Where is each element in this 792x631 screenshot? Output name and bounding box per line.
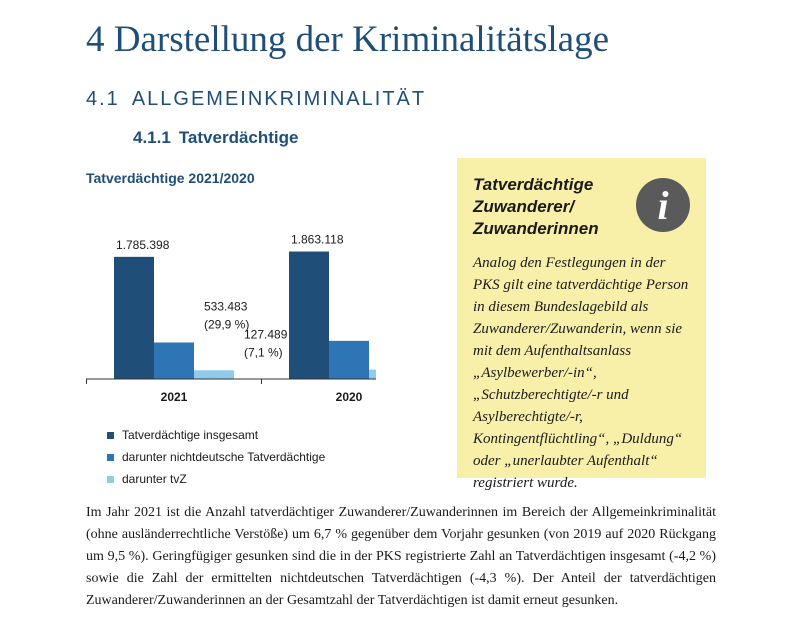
info-box-body: Analog den Festlegungen in der PKS gilt … — [473, 255, 689, 491]
legend-item-1: Tatverdächtige insgesamt — [107, 424, 325, 446]
subsection-number: 4.1.1 — [133, 128, 171, 147]
bar-2020-series-3 — [369, 369, 376, 379]
legend-swatch-2 — [107, 453, 114, 461]
x-tick-label-2021: 2021 — [161, 390, 188, 404]
legend-label-1: Tatverdächtige insgesamt — [122, 428, 259, 442]
bar-chart: 1.785.398 533.483 (29,9 %)127.489 (7,1 %) 20… — [86, 233, 376, 404]
info-box-title: Tatverdächtige Zuwanderer/ Zuwanderinnen — [473, 175, 599, 238]
bar-2021-series-2 — [154, 342, 194, 379]
chart-legend: Tatverdächtige insgesamt darunter nichtde… — [107, 424, 325, 490]
subsection-heading: 4.1.1 Tatverdächtige — [133, 128, 298, 148]
chart-title: Tatverdächtige 2021/2020 — [86, 170, 255, 186]
bar-2021-series-1 — [114, 256, 154, 379]
subsection-title: Tatverdächtige — [178, 128, 299, 147]
legend-item-3: darunter tvZ — [107, 468, 325, 490]
info-icon: i — [636, 178, 690, 232]
bar-2021-series-3 — [194, 370, 234, 379]
legend-label-2: darunter nichtdeutsche Tatverdächtige — [122, 450, 326, 464]
body-paragraph: Im Jahr 2021 ist die Anzahl tatverdächti… — [86, 505, 716, 608]
data-label-2021-series-2: 533.483 — [204, 299, 248, 313]
section-number: 4.1 — [86, 88, 120, 110]
section-title: ALLGEMEINKRIMINALITÄT — [131, 88, 427, 110]
page-title: 4 Darstellung der Kriminalitätslage — [86, 19, 609, 60]
x-tick-label-2020: 2020 — [336, 390, 363, 404]
section-heading: 4.1 ALLGEMEINKRIMINALITÄT — [86, 88, 426, 111]
data-label-2021-series-1: 1.785.398 — [116, 238, 170, 252]
legend-item-2: darunter nichtdeutsche Tatverdächtige — [107, 446, 325, 468]
data-label-2021-series-3: 127.489 — [244, 327, 288, 341]
info-box: Tatverdächtige Zuwanderer/ Zuwanderinnen… — [457, 158, 706, 491]
data-pct-2021-series-2: (29,9 %) — [204, 317, 249, 331]
bar-2020-series-2 — [329, 340, 369, 379]
legend-label-3: darunter tvZ — [122, 472, 187, 486]
data-label-2020-series-1: 1.863.118 — [291, 233, 344, 247]
bar-2020-series-1 — [289, 251, 329, 379]
legend-swatch-3 — [107, 475, 114, 483]
legend-swatch-1 — [107, 431, 114, 439]
data-pct-2021-series-3: (7,1 %) — [244, 345, 283, 359]
